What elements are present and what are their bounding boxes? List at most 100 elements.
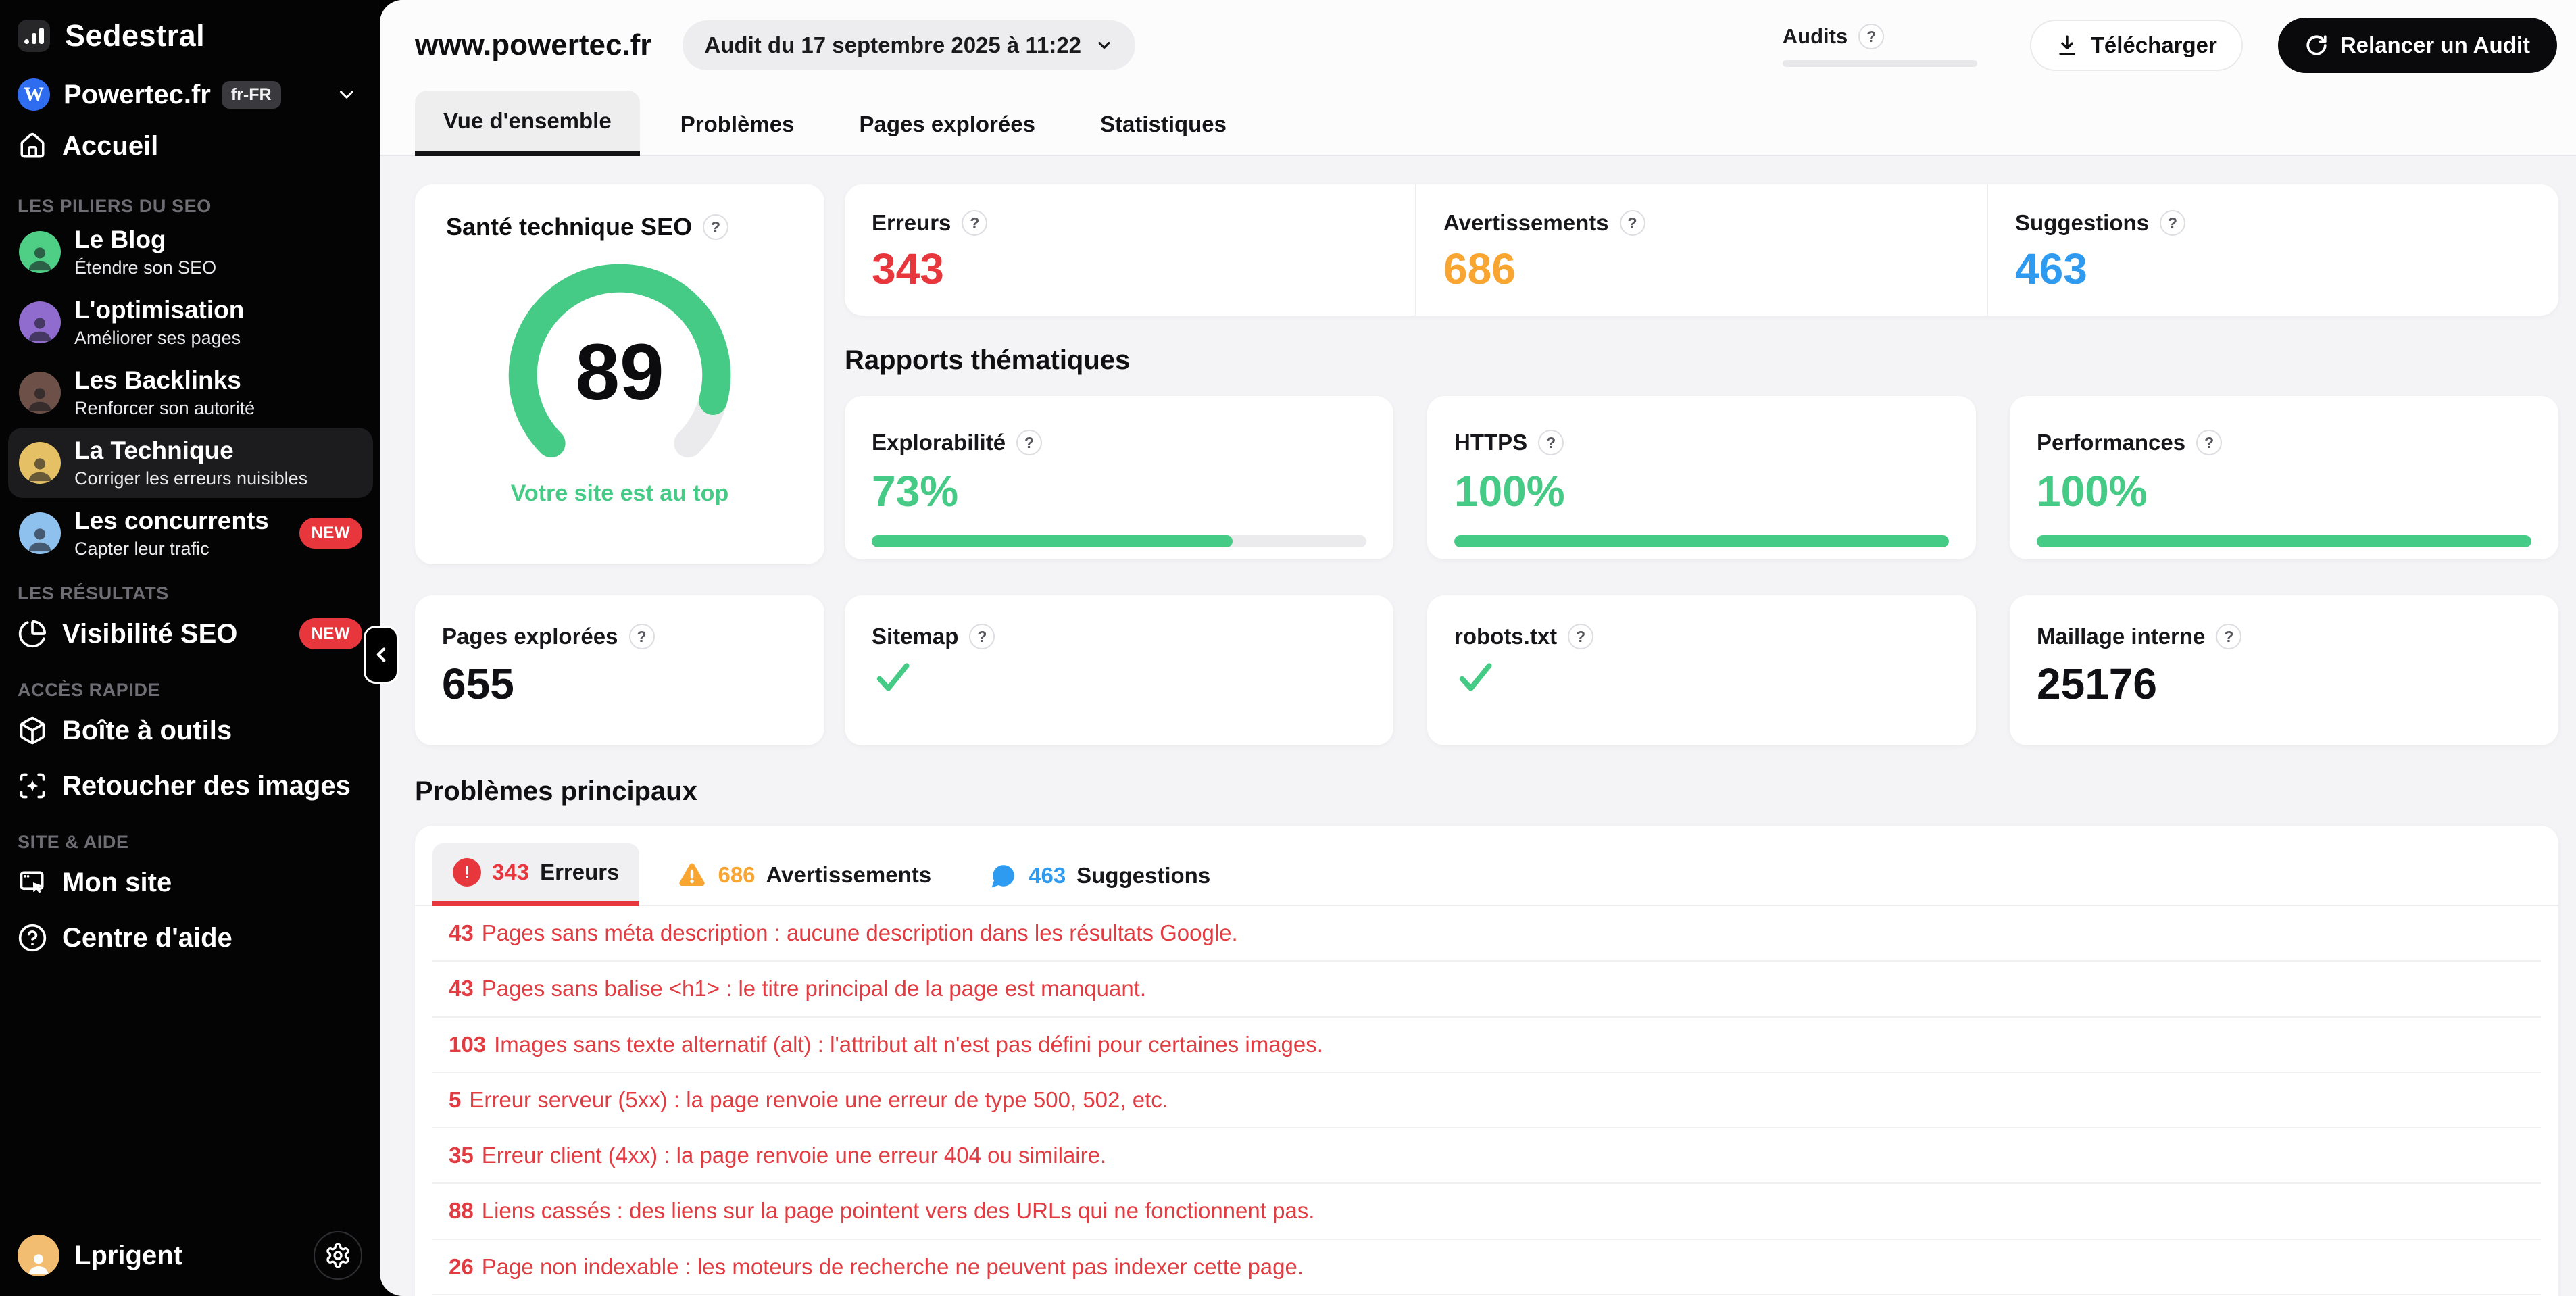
chevron-down-icon — [335, 83, 358, 106]
issue-row[interactable]: 35 Erreur client (4xx) : la page renvoie … — [432, 1128, 2541, 1185]
pages-explorees-value: 655 — [442, 659, 514, 708]
download-button[interactable]: Télécharger — [2029, 20, 2243, 71]
performances-card: Performances? 100% — [2010, 396, 2558, 559]
https-label: HTTPS — [1454, 430, 1528, 455]
health-score-gauge: 89 — [491, 253, 749, 476]
site-selector[interactable]: W Powertec.fr fr-FR — [18, 76, 362, 114]
help-icon[interactable]: ? — [962, 210, 988, 236]
help-icon[interactable]: ? — [1858, 24, 1885, 49]
tab-pages-explorees[interactable]: Pages explorées — [859, 111, 1035, 136]
toolbox-icon — [18, 716, 47, 745]
error-icon: ! — [453, 858, 481, 887]
sidebar-item-backlinks[interactable]: Les Backlinks Renforcer son autorité — [8, 357, 373, 428]
overview-content: Santé technique SEO ? 89 Votre site est … — [380, 156, 2576, 1296]
user-menu[interactable]: Lprigent — [18, 1230, 362, 1281]
totals-card: Erreurs? 343 Avertissements? 686 Suggest… — [845, 184, 2558, 316]
image-edit-icon — [18, 771, 47, 801]
sidebar-item-label: Boîte à outils — [62, 715, 232, 745]
sidebar-collapse-button[interactable] — [364, 626, 399, 684]
tab-vue-densemble[interactable]: Vue d'ensemble — [415, 91, 640, 156]
problems-tab-erreurs[interactable]: ! 343 Erreurs — [432, 843, 640, 906]
sidebar-item-boite-a-outils[interactable]: Boîte à outils — [18, 705, 362, 756]
help-icon[interactable]: ? — [2196, 430, 2223, 455]
issues-list: 43 Pages sans méta description : aucune d… — [415, 906, 2558, 1296]
pages-explorees-label: Pages explorées — [442, 624, 618, 649]
user-name: Lprigent — [74, 1240, 182, 1270]
tab-problemes[interactable]: Problèmes — [680, 111, 795, 136]
new-badge: NEW — [299, 618, 362, 649]
problems-tabs: ! 343 Erreurs 686 Avertissements 463 Sug… — [415, 843, 2558, 906]
total-errors-value: 343 — [872, 245, 944, 293]
app-logo[interactable]: Sedestral — [18, 16, 362, 55]
https-card: HTTPS? 100% — [1427, 396, 1976, 559]
audit-header: www.powertec.fr Audit du 17 septembre 20… — [380, 0, 2576, 156]
sidebar-item-subtitle: Étendre son SEO — [74, 257, 217, 278]
sidebar-item-visibilite-seo[interactable]: Visibilité SEO NEW — [18, 608, 362, 659]
help-icon[interactable]: ? — [1016, 430, 1043, 455]
sidebar-item-label: L'optimisation — [74, 296, 245, 324]
total-warnings-label: Avertissements — [1443, 210, 1609, 235]
help-icon[interactable]: ? — [2160, 210, 2186, 236]
issue-row[interactable]: 88 Liens cassés : des liens sur la page p… — [432, 1184, 2541, 1240]
settings-button[interactable] — [314, 1231, 362, 1280]
total-warnings-value: 686 — [1443, 245, 1516, 293]
help-icon[interactable]: ? — [969, 624, 995, 649]
sidebar-item-label: Visibilité SEO — [62, 618, 238, 649]
problems-tab-avertissements[interactable]: 686 Avertissements — [657, 845, 951, 905]
explorability-card: Explorabilité? 73% — [845, 396, 1393, 559]
https-value: 100% — [1454, 467, 1565, 516]
performances-progress — [2037, 535, 2531, 547]
sidebar-item-label: Le Blog — [74, 226, 166, 254]
home-icon — [18, 131, 47, 161]
tab-statistiques[interactable]: Statistiques — [1099, 111, 1227, 136]
new-badge: NEW — [299, 518, 362, 549]
user-avatar — [18, 1235, 59, 1276]
sidebar-item-concurrents[interactable]: Les concurrents Capter leur trafic NEW — [8, 498, 373, 568]
issue-row[interactable]: 103 Images sans texte alternatif (alt) : … — [432, 1018, 2541, 1073]
chevron-left-icon — [370, 643, 393, 666]
issue-row[interactable]: 26 Page non indexable : les moteurs de re… — [432, 1240, 2541, 1296]
sidebar-item-le-blog[interactable]: Le Blog Étendre son SEO — [8, 217, 373, 287]
check-icon — [1454, 656, 1949, 698]
problems-tab-suggestions[interactable]: 463 Suggestions — [969, 847, 1231, 905]
download-label: Télécharger — [2090, 32, 2217, 57]
audit-date-selector[interactable]: Audit du 17 septembre 2025 à 11:22 — [683, 20, 1136, 70]
help-icon[interactable]: ? — [1619, 210, 1645, 236]
explorability-progress — [872, 535, 1366, 547]
audits-quota-bar — [1782, 60, 1977, 67]
warnings-label: Avertissements — [766, 862, 932, 887]
suggestions-label: Suggestions — [1076, 863, 1211, 888]
relaunch-audit-button[interactable]: Relancer un Audit — [2277, 18, 2557, 73]
sidebar-item-label: La Technique — [74, 437, 234, 465]
sidebar-item-subtitle: Capter leur trafic — [74, 538, 209, 559]
sidebar-item-subtitle: Améliorer ses pages — [74, 327, 241, 348]
issue-row[interactable]: 5 Erreur serveur (5xx) : la page renvoie … — [432, 1073, 2541, 1129]
robots-txt-card: robots.txt? — [1427, 595, 1976, 745]
suggestions-count: 463 — [1029, 863, 1066, 888]
total-suggestions-value: 463 — [2015, 245, 2087, 293]
issue-row[interactable]: 43 Pages sans balise <h1> : le titre prin… — [432, 962, 2541, 1018]
help-icon[interactable]: ? — [1538, 430, 1564, 455]
chevron-down-icon — [1095, 36, 1114, 55]
help-icon[interactable]: ? — [2216, 624, 2242, 649]
check-icon — [872, 656, 1366, 698]
errors-label: Erreurs — [540, 859, 620, 884]
sidebar-item-retoucher-images[interactable]: Retoucher des images — [18, 760, 362, 812]
sidebar-item-optimisation[interactable]: L'optimisation Améliorer ses pages — [8, 287, 373, 357]
sidebar-item-mon-site[interactable]: Mon site — [18, 857, 362, 908]
sidebar-item-technique[interactable]: La Technique Corriger les erreurs nuisib… — [8, 428, 373, 498]
help-icon[interactable]: ? — [703, 214, 729, 240]
explorability-value: 73% — [872, 467, 959, 516]
help-icon[interactable]: ? — [1568, 624, 1594, 649]
relaunch-label: Relancer un Audit — [2339, 32, 2530, 57]
errors-count: 343 — [492, 859, 530, 884]
issue-row[interactable]: 43 Pages sans méta description : aucune d… — [432, 906, 2541, 962]
audits-quota: Audits ? — [1782, 24, 1977, 67]
avatar-technique — [19, 442, 61, 484]
help-icon[interactable]: ? — [628, 624, 655, 649]
browser-cursor-icon — [18, 868, 47, 897]
sidebar-item-accueil[interactable]: Accueil — [18, 128, 362, 164]
sidebar-item-centre-aide[interactable]: Centre d'aide — [18, 912, 362, 964]
health-score-card: Santé technique SEO ? 89 Votre site est … — [415, 184, 824, 564]
health-score-value: 89 — [575, 327, 664, 417]
